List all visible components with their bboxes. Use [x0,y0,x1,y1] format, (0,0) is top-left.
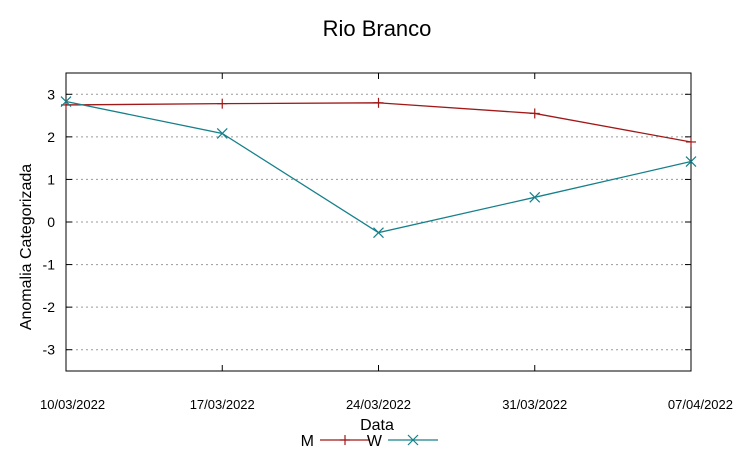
y-axis-label: Anomalia Categorizada [18,164,35,330]
data-point-W [60,96,72,107]
series-line-M [65,102,692,143]
legend-marker-W [407,434,419,446]
data-point-W [685,156,697,167]
y-tick-label: -1 [43,257,56,273]
data-point-M [373,97,384,108]
series-group [60,96,697,239]
data-point-W [529,191,541,203]
legend-marker-M [340,435,350,445]
data-point-W [216,128,228,139]
x-tick-label: 31/03/2022 [502,397,567,412]
legend-label-W: W [367,433,383,450]
data-point-M [529,108,540,119]
chart-title: Rio Branco [323,16,432,41]
y-tick-label: 1 [47,171,55,187]
x-tick-label: 24/03/2022 [346,397,411,412]
x-tick-label: 17/03/2022 [190,397,255,412]
y-tick-label: 2 [47,129,55,145]
x-axis: 10/03/2022 17/03/2022 24/03/2022 31/03/2022… [40,73,733,412]
series-line-W [65,100,692,234]
x-axis-label: Data [360,417,394,434]
legend-label-M: M [301,433,314,450]
data-point-M [217,98,228,109]
y-tick-label: -2 [43,299,56,315]
data-point-W [373,227,384,239]
y-tick-label: 0 [47,214,55,230]
y-tick-label: -3 [43,342,56,358]
y-tick-label: 3 [47,86,55,102]
y-axis: 3 2 1 0 -1 -2 -3 [43,86,691,358]
x-tick-label: 07/04/2022 [668,397,733,412]
grid-lines [66,93,691,351]
data-point-M [686,136,696,147]
x-tick-label: 10/03/2022 [40,397,105,412]
